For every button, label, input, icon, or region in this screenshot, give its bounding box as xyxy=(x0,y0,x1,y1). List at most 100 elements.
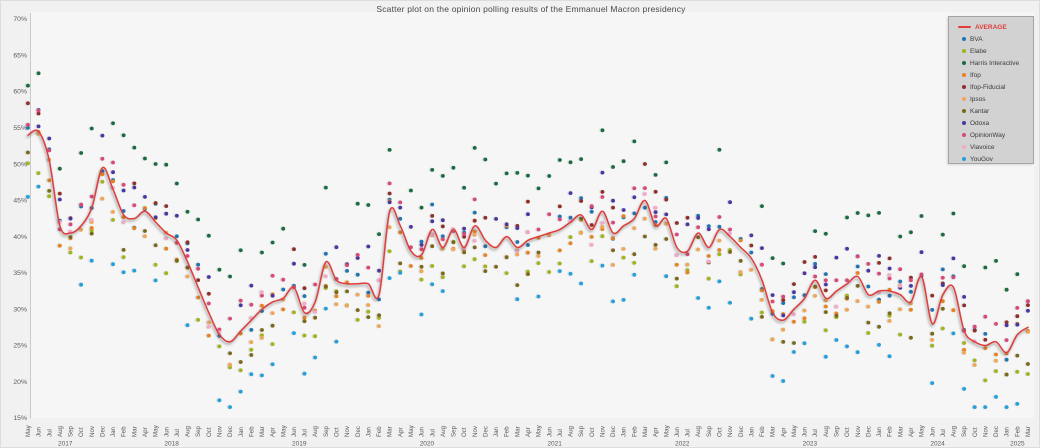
svg-text:May: May xyxy=(919,424,926,437)
svg-text:Oct: Oct xyxy=(334,427,341,437)
svg-text:Apr: Apr xyxy=(780,427,787,437)
svg-text:Aug: Aug xyxy=(440,425,447,437)
svg-text:Nov: Nov xyxy=(216,425,223,437)
svg-text:Mar: Mar xyxy=(387,426,394,437)
legend-item-kantar: Kantar xyxy=(958,105,1033,117)
svg-text:Jan: Jan xyxy=(365,426,372,437)
legend-item-viavoice: Viavoice xyxy=(958,141,1033,153)
svg-text:Dec: Dec xyxy=(865,426,872,437)
legend-item-opinionway: OpinionWay xyxy=(958,129,1033,141)
svg-text:55%: 55% xyxy=(13,125,27,132)
svg-text:Feb: Feb xyxy=(759,426,766,437)
svg-text:Jun: Jun xyxy=(291,426,298,437)
legend-label-harris-interactive: Harris Interactive xyxy=(970,59,1020,67)
legend-item-harris-interactive: Harris Interactive xyxy=(958,57,1033,69)
svg-text:Aug: Aug xyxy=(185,425,192,437)
svg-text:Feb: Feb xyxy=(248,426,255,437)
svg-text:Jul: Jul xyxy=(812,429,819,437)
svg-text:Oct: Oct xyxy=(589,427,596,437)
svg-text:Oct: Oct xyxy=(206,427,213,437)
svg-text:15%: 15% xyxy=(13,415,27,422)
svg-text:Jan: Jan xyxy=(493,426,500,437)
svg-text:Nov: Nov xyxy=(89,425,96,437)
svg-text:45%: 45% xyxy=(13,198,27,205)
svg-text:Dec: Dec xyxy=(610,426,617,437)
svg-text:25%: 25% xyxy=(13,343,27,350)
svg-text:2024: 2024 xyxy=(930,441,945,448)
legend-label-odoxa: Odoxa xyxy=(970,119,990,127)
svg-text:Aug: Aug xyxy=(312,425,319,437)
svg-text:2020: 2020 xyxy=(420,441,435,448)
svg-text:Apr: Apr xyxy=(653,427,660,437)
svg-text:60%: 60% xyxy=(13,89,27,96)
legend-label-ifop-fiducial: Ifop-Fiducial xyxy=(970,83,1006,91)
y-axis-labels: 15% 20% 25% 30% 35% 40% 45% 50% 55% 60% 65% 70% xyxy=(13,16,27,422)
svg-text:Feb: Feb xyxy=(504,426,511,437)
svg-text:65%: 65% xyxy=(13,52,27,59)
legend-marker-kantar xyxy=(962,109,966,113)
svg-text:May: May xyxy=(153,424,160,437)
legend: AVERAGE BVA Elabe Harris Interactive Ifop If… xyxy=(948,16,1034,164)
legend-item-ipsos: Ipsos xyxy=(958,93,1033,105)
svg-text:70%: 70% xyxy=(13,16,27,23)
svg-text:Jun: Jun xyxy=(546,426,553,437)
svg-text:Jun: Jun xyxy=(674,426,681,437)
svg-text:Jul: Jul xyxy=(174,429,181,437)
legend-item-odoxa: Odoxa xyxy=(958,117,1033,129)
legend-label-elabe: Elabe xyxy=(970,47,987,55)
legend-marker-harris-interactive xyxy=(962,61,966,65)
svg-text:May: May xyxy=(791,424,798,437)
svg-text:May: May xyxy=(280,424,287,437)
svg-text:Dec: Dec xyxy=(99,426,106,437)
legend-label-kantar: Kantar xyxy=(970,107,990,115)
svg-text:Mar: Mar xyxy=(770,426,777,437)
svg-text:May: May xyxy=(663,424,670,437)
legend-marker-viavoice xyxy=(962,145,966,149)
svg-text:Jun: Jun xyxy=(802,426,809,437)
svg-text:Jan: Jan xyxy=(748,426,755,437)
svg-text:Mar: Mar xyxy=(897,426,904,437)
svg-text:Sep: Sep xyxy=(323,425,330,437)
legend-item-bva: BVA xyxy=(958,33,1033,45)
legend-marker-opinionway xyxy=(962,133,966,137)
svg-text:Jun: Jun xyxy=(929,426,936,437)
svg-text:Mar: Mar xyxy=(1025,426,1032,437)
svg-text:Dec: Dec xyxy=(227,426,234,437)
svg-text:2019: 2019 xyxy=(292,441,307,448)
legend-marker-ipsos xyxy=(962,97,966,101)
svg-text:Jul: Jul xyxy=(940,429,947,437)
svg-text:Jun: Jun xyxy=(419,426,426,437)
svg-text:Sep: Sep xyxy=(834,425,841,437)
svg-text:Jan: Jan xyxy=(110,426,117,437)
legend-item-average: AVERAGE xyxy=(958,21,1033,33)
svg-text:Jul: Jul xyxy=(685,429,692,437)
svg-text:2017: 2017 xyxy=(58,441,73,448)
legend-label-ifop: Ifop xyxy=(970,71,981,79)
legend-marker-elabe xyxy=(962,49,966,53)
svg-text:2018: 2018 xyxy=(164,441,179,448)
svg-text:Sep: Sep xyxy=(195,425,202,437)
legend-label-bva: BVA xyxy=(970,35,983,43)
legend-marker-odoxa xyxy=(962,121,966,125)
svg-text:Jan: Jan xyxy=(1004,426,1011,437)
legend-item-ifop: Ifop xyxy=(958,69,1033,81)
svg-text:Mar: Mar xyxy=(642,426,649,437)
chart-title: Scatter plot on the opinion polling resu… xyxy=(376,4,686,14)
svg-text:Dec: Dec xyxy=(993,426,1000,437)
svg-text:Jul: Jul xyxy=(429,429,436,437)
svg-text:2021: 2021 xyxy=(547,441,562,448)
legend-marker-ifop-fiducial xyxy=(962,85,966,89)
svg-text:2022: 2022 xyxy=(675,441,690,448)
svg-text:Dec: Dec xyxy=(482,426,489,437)
legend-item-elabe: Elabe xyxy=(958,45,1033,57)
svg-text:Aug: Aug xyxy=(951,425,958,437)
legend-label-opinionway: OpinionWay xyxy=(970,131,1006,139)
svg-text:Aug: Aug xyxy=(823,425,830,437)
svg-text:Sep: Sep xyxy=(451,425,458,437)
svg-text:Mar: Mar xyxy=(514,426,521,437)
scatter-points xyxy=(26,71,1030,409)
svg-text:2023: 2023 xyxy=(803,441,818,448)
svg-text:Jul: Jul xyxy=(46,429,53,437)
